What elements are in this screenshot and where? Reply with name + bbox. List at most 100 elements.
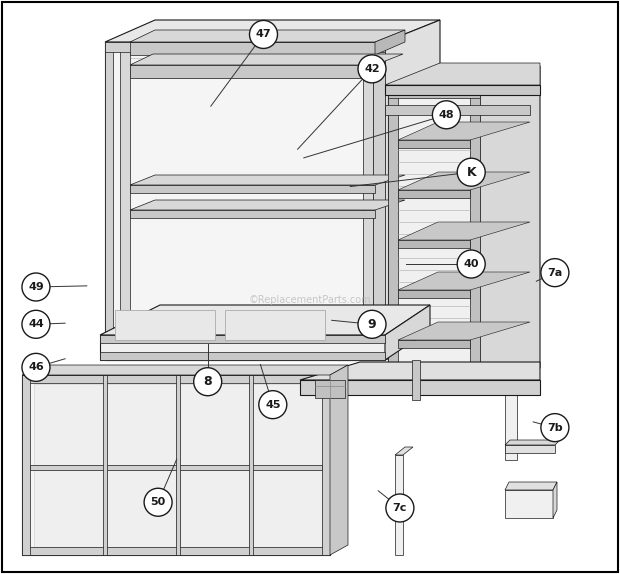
Polygon shape — [375, 30, 405, 55]
Polygon shape — [249, 375, 253, 555]
Polygon shape — [22, 375, 30, 555]
Polygon shape — [22, 375, 330, 555]
Polygon shape — [180, 384, 249, 465]
Polygon shape — [385, 305, 430, 360]
Polygon shape — [253, 470, 322, 547]
Text: 50: 50 — [151, 497, 166, 507]
Polygon shape — [385, 105, 530, 115]
Polygon shape — [100, 335, 385, 343]
Polygon shape — [180, 470, 249, 547]
Text: 8: 8 — [203, 375, 212, 388]
Polygon shape — [398, 140, 470, 148]
Text: 48: 48 — [438, 110, 454, 120]
Text: 44: 44 — [28, 319, 44, 329]
Circle shape — [432, 101, 461, 129]
Polygon shape — [22, 365, 348, 375]
Polygon shape — [398, 172, 530, 190]
Polygon shape — [388, 88, 398, 390]
Polygon shape — [505, 375, 517, 460]
Polygon shape — [300, 380, 540, 395]
Polygon shape — [330, 365, 348, 555]
Circle shape — [144, 488, 172, 516]
Polygon shape — [253, 384, 322, 465]
Circle shape — [249, 21, 278, 48]
Polygon shape — [130, 30, 405, 42]
Text: 7c: 7c — [392, 503, 407, 513]
Polygon shape — [388, 66, 500, 88]
Polygon shape — [505, 482, 557, 490]
Polygon shape — [470, 88, 480, 390]
Polygon shape — [398, 272, 530, 290]
Polygon shape — [398, 322, 530, 340]
Text: ©ReplacementParts.com: ©ReplacementParts.com — [249, 295, 371, 305]
Circle shape — [259, 391, 287, 418]
Polygon shape — [105, 20, 440, 42]
Polygon shape — [363, 42, 373, 360]
Polygon shape — [315, 380, 345, 398]
Polygon shape — [105, 42, 385, 360]
Text: 9: 9 — [368, 318, 376, 331]
Polygon shape — [34, 470, 103, 547]
Polygon shape — [130, 175, 405, 185]
Polygon shape — [105, 350, 385, 360]
Text: 7b: 7b — [547, 422, 563, 433]
Polygon shape — [398, 340, 470, 348]
Circle shape — [22, 354, 50, 381]
Polygon shape — [130, 54, 403, 65]
Polygon shape — [100, 352, 385, 360]
Circle shape — [457, 158, 485, 186]
Polygon shape — [398, 122, 530, 140]
Text: K: K — [466, 166, 476, 179]
Polygon shape — [388, 88, 480, 390]
Polygon shape — [22, 375, 330, 383]
Polygon shape — [30, 465, 322, 470]
Polygon shape — [22, 547, 330, 555]
Circle shape — [358, 311, 386, 338]
Circle shape — [193, 368, 222, 395]
Polygon shape — [398, 222, 530, 240]
Polygon shape — [385, 20, 440, 360]
Circle shape — [457, 250, 485, 278]
Polygon shape — [505, 490, 553, 518]
Polygon shape — [388, 88, 480, 98]
Polygon shape — [103, 375, 107, 555]
Polygon shape — [105, 42, 385, 52]
Text: 45: 45 — [265, 400, 280, 410]
Polygon shape — [412, 360, 420, 400]
Polygon shape — [105, 42, 113, 360]
Polygon shape — [398, 240, 470, 248]
Text: 40: 40 — [463, 259, 479, 269]
Polygon shape — [130, 185, 375, 193]
Polygon shape — [398, 290, 470, 298]
Polygon shape — [395, 447, 413, 455]
Polygon shape — [107, 470, 176, 547]
Polygon shape — [176, 375, 180, 555]
Circle shape — [358, 55, 386, 83]
Polygon shape — [373, 42, 385, 360]
Circle shape — [541, 259, 569, 286]
Polygon shape — [385, 85, 540, 95]
Polygon shape — [130, 65, 375, 78]
Polygon shape — [130, 42, 375, 55]
Text: 49: 49 — [28, 282, 44, 292]
Polygon shape — [100, 335, 385, 360]
Polygon shape — [505, 445, 555, 453]
Polygon shape — [130, 200, 405, 210]
Text: 42: 42 — [364, 64, 380, 74]
Polygon shape — [553, 482, 557, 518]
Polygon shape — [300, 362, 540, 380]
Polygon shape — [130, 210, 375, 218]
Polygon shape — [115, 310, 215, 340]
Polygon shape — [395, 455, 403, 555]
Text: 47: 47 — [255, 29, 272, 40]
Circle shape — [541, 414, 569, 441]
Polygon shape — [100, 305, 430, 335]
Polygon shape — [505, 440, 560, 445]
Polygon shape — [107, 384, 176, 465]
Polygon shape — [322, 375, 330, 555]
Circle shape — [22, 311, 50, 338]
Polygon shape — [398, 190, 470, 198]
Text: 7a: 7a — [547, 267, 562, 278]
Polygon shape — [480, 66, 540, 390]
Polygon shape — [34, 384, 103, 465]
